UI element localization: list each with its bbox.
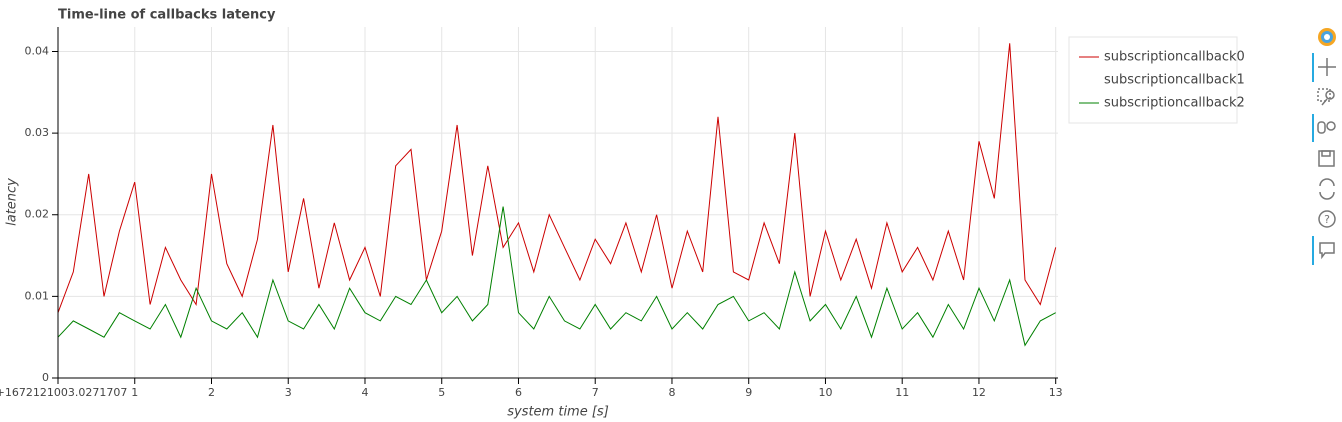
x-tick-label: 2 [208,386,215,399]
pan-tool[interactable] [1318,58,1336,76]
save-tool[interactable] [1318,150,1335,167]
x-tick-label: 8 [668,386,675,399]
legend: subscriptioncallback0 subscriptioncallbac… [1079,50,1245,111]
x-tick-label: 3 [285,386,292,399]
svg-text:?: ? [1324,213,1330,226]
y-tick-label: 0.01 [25,289,50,302]
chart-title: Time-line of callbacks latency [58,8,276,23]
series-line [57,43,1057,313]
x-tick-label: 5 [438,386,445,399]
x-tick-label: 6 [515,386,522,399]
axes: 00.010.020.030.040+1672121003.0271707 1 2 3… [0,27,1063,399]
legend-label: subscriptioncallback1 [1104,73,1245,88]
x-tick-label: 9 [745,386,752,399]
hover-tool[interactable] [1319,242,1335,260]
x-tick-label: 1 [131,386,138,399]
y-tick-label: 0.03 [25,126,50,139]
toolbar: ? [1312,28,1336,265]
legend-label: subscriptioncallback0 [1104,50,1245,65]
box-zoom-tool[interactable] [1317,88,1335,106]
x-tick-label: 4 [361,386,368,399]
y-tick-label: 0.04 [25,44,50,57]
x-tick-label: 0+1672121003.0271707 [0,386,127,399]
legend-label: subscriptioncallback2 [1104,96,1245,111]
wheel-zoom-tool[interactable] [1317,121,1336,134]
x-tick-label: 10 [818,386,832,399]
x-tick-label: 7 [592,386,599,399]
help-tool[interactable]: ? [1318,210,1336,228]
x-tick-label: 12 [972,386,986,399]
reset-tool[interactable] [1319,178,1335,200]
y-tick-label: 0.02 [25,208,50,221]
x-tick-label: 11 [895,386,909,399]
series-line [57,206,1056,347]
y-axis-label: latency [5,178,20,226]
y-tick-label: 0 [42,371,49,384]
x-tick-label: 13 [1049,386,1063,399]
bokeh-logo [1318,28,1336,46]
x-axis-label: system time [s] [507,405,609,420]
lines [57,43,1057,347]
